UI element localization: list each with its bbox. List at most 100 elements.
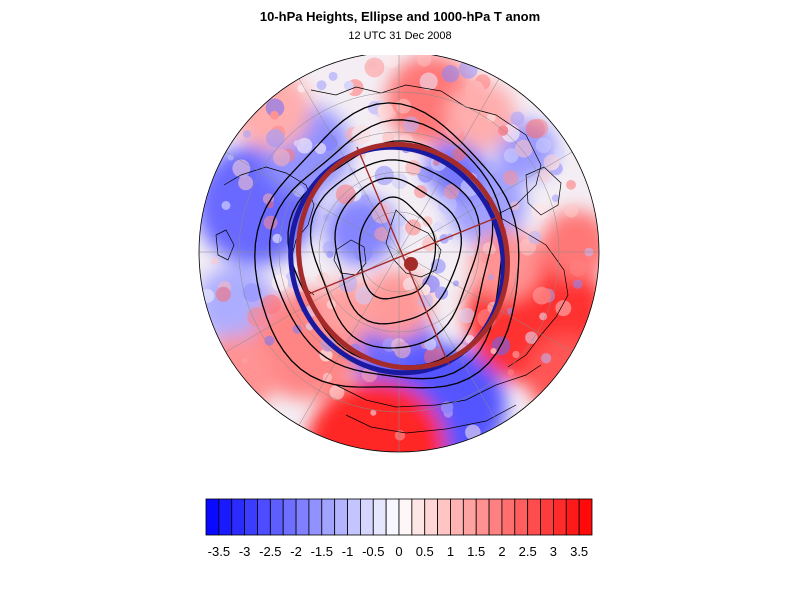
colorbar-label: 2.5: [519, 544, 537, 559]
anomaly-speckle: [537, 168, 552, 183]
anomaly-speckle: [273, 149, 291, 167]
colorbar-box: [308, 498, 323, 536]
anomaly-speckle: [396, 98, 412, 114]
height-contour-line: [334, 177, 462, 325]
anomaly-speckle: [343, 80, 354, 91]
anomaly-speckle: [441, 65, 460, 83]
anomaly-speckle: [319, 348, 333, 362]
colorbar-label: 1: [447, 544, 454, 559]
polar-map: [198, 55, 600, 453]
colorbar-box: [321, 498, 336, 536]
anomaly-speckle: [458, 59, 478, 79]
colorbar-box: [205, 498, 220, 536]
anomaly-speckle: [564, 203, 579, 218]
anomaly-speckle: [569, 259, 587, 277]
anomaly-speckle: [503, 170, 518, 186]
temperature-anomaly-field: [199, 55, 599, 452]
anomaly-speckle: [377, 102, 394, 119]
colorbar-box: [269, 498, 284, 536]
colorbar: -3.5 -3 -2.5 -2 -1.5 -1 -0.5 0 0.5 1 1.5 2 2.5 3 3.5: [205, 498, 593, 559]
colorbar-box: [218, 498, 233, 536]
anomaly-speckle: [510, 111, 525, 126]
anomaly-speckle: [374, 165, 394, 186]
colorbar-box: [424, 498, 439, 536]
anomaly-speckle: [535, 137, 552, 154]
anomaly-speckle: [314, 142, 327, 155]
colorbar-box: [527, 498, 541, 536]
anomaly-speckle: [316, 80, 327, 91]
colorbar-box: [450, 498, 464, 536]
colorbar-box: [372, 498, 387, 536]
anomaly-speckle: [382, 131, 395, 144]
anomaly-speckle: [293, 185, 305, 197]
anomaly-speckle: [270, 110, 279, 120]
anomaly-speckle: [265, 128, 285, 148]
anomaly-speckle: [531, 202, 549, 220]
anomaly-speckle: [459, 308, 475, 324]
anomaly-speckle: [490, 347, 497, 355]
anomaly-speckle: [424, 338, 437, 351]
anomaly-speckle: [512, 350, 520, 359]
anomaly-speckle: [326, 250, 334, 258]
anomaly-speckle: [402, 116, 420, 133]
anomaly-speckle: [374, 227, 389, 242]
colorbar-label: -3.5: [208, 544, 230, 559]
height-contour-line: [269, 119, 504, 380]
land-coastlines: [215, 84, 569, 434]
anomaly-speckle: [329, 384, 345, 400]
anomaly-speckle: [405, 160, 421, 176]
anomaly-speckle: [572, 279, 583, 289]
anomaly-speckle: [384, 55, 400, 68]
anomaly-speckle: [394, 341, 411, 359]
anomaly-speckle: [296, 137, 313, 154]
anomaly-speckle: [539, 312, 548, 321]
colorbar-box: [231, 498, 246, 536]
anomaly-speckle: [293, 140, 301, 147]
colorbar-box: [359, 498, 374, 536]
anomaly-speckle: [482, 242, 495, 255]
anomaly-speckle: [265, 98, 285, 118]
anomaly-speckle: [232, 159, 251, 178]
colorbar-box: [334, 498, 348, 536]
anomaly-speckle: [503, 148, 519, 163]
colorbar-label: -2.5: [259, 544, 281, 559]
meridian-line: [298, 251, 400, 426]
anomaly-speckle: [486, 112, 496, 122]
colorbar-box: [501, 498, 516, 536]
anomaly-speckle: [354, 286, 374, 305]
colorbar-labels: -3.5 -3 -2.5 -2 -1.5 -1 -0.5 0 0.5 1 1.5 2 2.5 3 3.5: [208, 544, 589, 559]
anomaly-speckle: [452, 147, 467, 162]
colorbar-box: [462, 498, 477, 536]
anomaly-speckle: [566, 179, 576, 190]
anomaly-speckle: [242, 283, 262, 303]
anomaly-speckle: [434, 286, 449, 300]
figure-title: 10-hPa Heights, Ellipse and 1000-hPa T a…: [259, 9, 541, 24]
colorbar-box: [347, 498, 361, 536]
colorbar-box: [552, 498, 567, 536]
colorbar-box: [514, 498, 529, 536]
colorbar-box: [282, 498, 297, 536]
vortex-ellipse: [288, 141, 510, 376]
height-contour-line: [254, 102, 520, 389]
anomaly-speckle: [261, 294, 281, 315]
colorbar-label: -0.5: [362, 544, 384, 559]
colorbar-label: 3.5: [570, 544, 588, 559]
anomaly-speckle: [555, 300, 572, 317]
colorbar-box: [244, 498, 258, 536]
colorbar-box: [398, 498, 413, 536]
anomaly-speckle: [361, 194, 370, 203]
meridian-line: [298, 78, 400, 253]
anomaly-speckle: [367, 60, 377, 70]
colorbar-box: [578, 498, 593, 536]
colorbar-box: [295, 498, 310, 536]
anomaly-speckle: [422, 236, 437, 252]
anomaly-speckle: [242, 130, 251, 138]
anomaly-speckle: [487, 274, 495, 281]
colorbar-box: [257, 498, 271, 536]
anomaly-speckle: [444, 119, 463, 137]
height-contours: [254, 102, 520, 389]
anomaly-speckle: [525, 331, 538, 344]
meridian-line: [398, 251, 573, 353]
anomaly-speckle: [525, 119, 546, 139]
anomaly-speckle: [370, 409, 377, 416]
